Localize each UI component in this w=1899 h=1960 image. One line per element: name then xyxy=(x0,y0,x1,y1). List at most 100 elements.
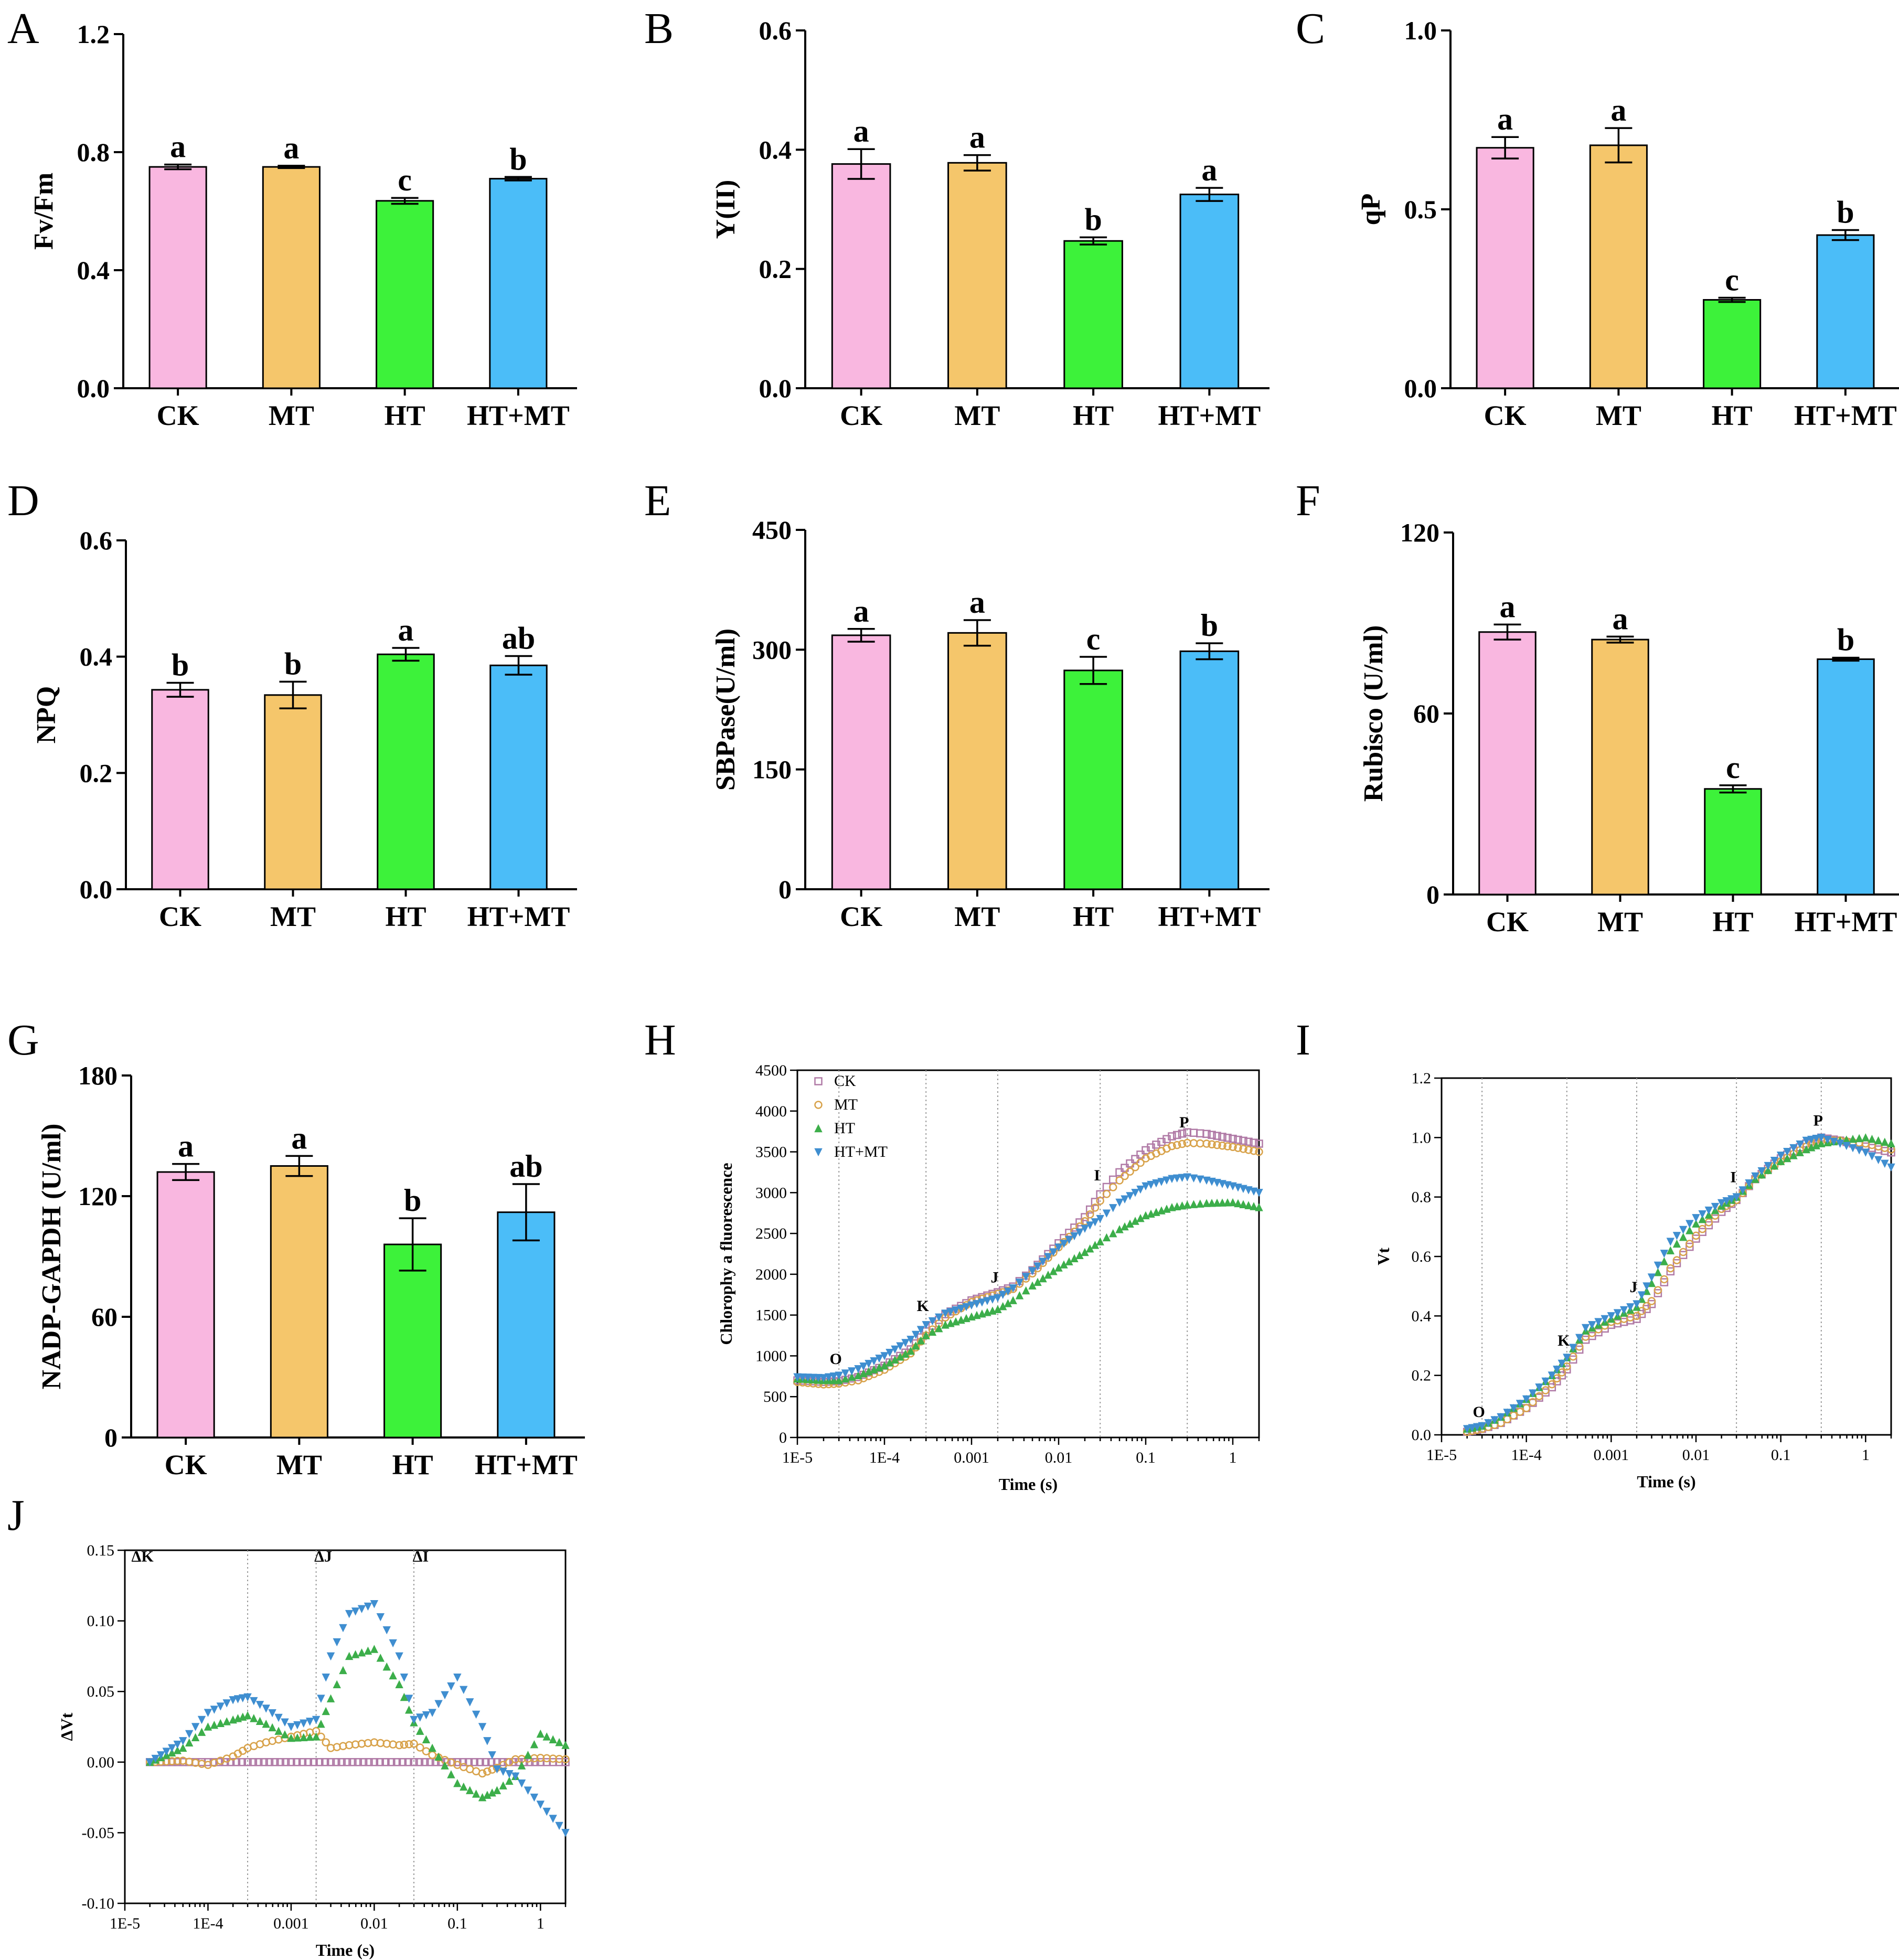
data-point xyxy=(1717,1199,1726,1208)
data-point xyxy=(542,1732,551,1741)
data-point xyxy=(1633,1312,1641,1320)
data-point xyxy=(1121,1164,1129,1172)
data-point xyxy=(428,1709,436,1717)
x-tick-label: HT+MT xyxy=(467,901,570,932)
data-point xyxy=(1881,1137,1889,1146)
data-point xyxy=(1783,1148,1791,1156)
data-point xyxy=(376,1613,385,1622)
data-point xyxy=(274,1713,283,1722)
data-point xyxy=(287,1758,295,1766)
data-point xyxy=(530,1740,539,1749)
data-point xyxy=(814,1148,823,1157)
bar xyxy=(1179,650,1240,890)
y-axis-label: SBPase(U/ml) xyxy=(711,629,741,791)
data-point xyxy=(1698,1215,1706,1223)
data-point xyxy=(428,1743,436,1752)
data-point xyxy=(524,1786,532,1795)
data-point xyxy=(157,1751,165,1760)
bar xyxy=(270,1165,328,1439)
data-point xyxy=(517,1761,526,1770)
data-point xyxy=(389,1639,397,1648)
data-point xyxy=(1887,1139,1895,1147)
data-point xyxy=(420,1758,429,1766)
data-point xyxy=(233,1695,242,1703)
y-tick-label: 180 xyxy=(78,1061,118,1090)
data-point xyxy=(1115,1168,1124,1177)
data-point xyxy=(1541,1377,1550,1386)
y-tick-label: 0.4 xyxy=(1412,1307,1432,1325)
data-point xyxy=(381,1758,390,1766)
y-tick-label: 1.2 xyxy=(77,19,110,49)
data-point xyxy=(434,1700,443,1708)
data-point xyxy=(1172,1131,1181,1139)
data-point xyxy=(1855,1146,1863,1155)
data-point xyxy=(1575,1345,1584,1354)
data-point xyxy=(321,1758,329,1766)
data-point xyxy=(793,1373,802,1382)
data-point xyxy=(415,1727,424,1735)
data-point xyxy=(173,1756,182,1765)
data-point xyxy=(441,1691,449,1700)
data-point xyxy=(351,1607,360,1616)
phase-annotation: K xyxy=(917,1297,930,1315)
data-point xyxy=(1522,1395,1531,1404)
data-point xyxy=(865,1360,873,1368)
data-point xyxy=(1490,1416,1499,1424)
x-tick-label: CK xyxy=(165,1449,207,1480)
y-axis-label: Chlorophy a fluorescence xyxy=(717,1163,735,1345)
data-point xyxy=(185,1738,194,1747)
data-point xyxy=(216,1719,225,1728)
bar xyxy=(497,1211,556,1439)
data-point xyxy=(287,1723,295,1731)
data-point xyxy=(370,1645,379,1653)
data-point xyxy=(848,1367,856,1376)
x-tick-label: MT xyxy=(954,400,1000,431)
data-point xyxy=(370,1758,379,1766)
data-point xyxy=(1115,1198,1124,1207)
x-tick-label: HT xyxy=(1073,901,1114,932)
x-tick-label: 0.1 xyxy=(447,1915,467,1932)
data-point xyxy=(1711,1202,1720,1211)
data-point xyxy=(1887,1148,1895,1157)
data-point xyxy=(1601,1315,1609,1324)
data-point xyxy=(841,1374,850,1383)
series-ht xyxy=(793,1198,1263,1384)
data-point xyxy=(387,1758,396,1766)
panel-letter-d: D xyxy=(7,476,39,525)
data-point xyxy=(1091,1218,1100,1227)
data-point xyxy=(1136,1214,1145,1222)
data-point xyxy=(312,1732,321,1741)
data-point xyxy=(1812,1134,1821,1143)
plot-frame xyxy=(796,1069,1260,1439)
series-ht-plus-mt xyxy=(1463,1134,1895,1433)
data-point xyxy=(453,1779,462,1787)
bar-chart-g: 0 60 120 180 NADP-GAPDH (U/ml) a CK a MT b HT ab HT+… xyxy=(37,1061,585,1480)
significance-letter: a xyxy=(1497,102,1513,136)
x-tick-label: 1 xyxy=(537,1915,545,1932)
y-tick-label: -0.10 xyxy=(82,1895,115,1912)
data-point xyxy=(1541,1388,1550,1397)
data-point xyxy=(339,1666,347,1675)
data-point xyxy=(1213,1132,1221,1140)
data-point xyxy=(262,1705,270,1713)
data-point xyxy=(382,1662,391,1671)
data-point xyxy=(1121,1222,1129,1231)
data-point xyxy=(973,1299,981,1308)
data-point xyxy=(1102,1209,1111,1218)
y-tick-label: 0.4 xyxy=(77,255,110,285)
data-point xyxy=(1109,1204,1117,1212)
data-point xyxy=(304,1758,313,1766)
data-point xyxy=(1157,1178,1166,1186)
data-point xyxy=(478,1723,487,1731)
significance-letter: b xyxy=(1837,623,1854,657)
data-point xyxy=(493,1765,502,1774)
data-point xyxy=(1234,1135,1242,1144)
data-point xyxy=(1218,1198,1226,1207)
data-point xyxy=(204,1709,212,1717)
data-point xyxy=(1223,1142,1232,1151)
x-tick-label: MT xyxy=(270,901,316,932)
data-point xyxy=(1152,1179,1160,1188)
data-point xyxy=(345,1610,354,1618)
data-point xyxy=(1189,1200,1198,1208)
bar xyxy=(1816,234,1875,389)
